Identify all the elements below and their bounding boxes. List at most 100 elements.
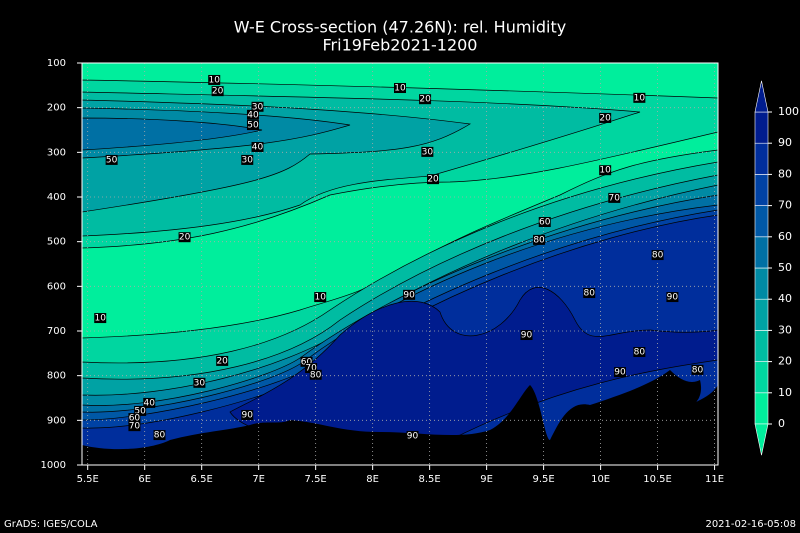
contour-label: 40 (247, 110, 259, 120)
footer-right: 2021-02-16-05:08 (705, 519, 796, 530)
colorbar-label: 10 (778, 386, 792, 399)
x-tick-label: 6E (138, 474, 151, 485)
y-tick-label: 400 (47, 192, 66, 203)
contour-label-box (246, 120, 259, 131)
contour-label-box (241, 409, 254, 420)
x-tick-label: 7.5E (305, 474, 327, 485)
contour-label: 70 (609, 193, 621, 203)
contour-label-box (651, 250, 664, 261)
contour-label-box (105, 154, 118, 165)
contour-label: 10 (634, 93, 646, 103)
contour-label-box (533, 234, 546, 245)
x-tick-label: 8E (366, 474, 379, 485)
colorbar-box (754, 142, 769, 175)
contour-label-box (608, 192, 621, 203)
colorbar-box (754, 174, 769, 206)
contour-label: 20 (212, 87, 224, 97)
contour-label: 80 (634, 347, 646, 357)
y-tick-label: 1000 (41, 460, 66, 471)
contour-label: 90 (521, 331, 533, 341)
colorbar-label: 60 (778, 230, 792, 243)
contour-label-box (143, 397, 156, 408)
colorbar-box (754, 267, 769, 300)
contour-label-box (421, 146, 434, 157)
contour-label-box (406, 430, 419, 441)
colorbar-label: 30 (778, 323, 792, 336)
contour-label: 90 (667, 293, 679, 303)
colorbar-label: 90 (778, 136, 792, 149)
contour-label: 80 (652, 251, 664, 261)
y-tick-label: 800 (47, 371, 66, 382)
contour-label-box (246, 109, 259, 120)
grid (82, 62, 718, 466)
contour-label: 80 (154, 431, 166, 441)
colorbar-label: 0 (778, 417, 785, 430)
colorbar-label: 40 (778, 292, 792, 305)
contour-label: 30 (242, 155, 254, 165)
colorbar-label: 50 (778, 261, 792, 274)
contour-label: 60 (129, 414, 141, 424)
colorbar-label: 100 (778, 105, 799, 118)
contour-label: 80 (692, 365, 704, 375)
colorbar-box (754, 392, 769, 425)
contour-label-box (691, 364, 704, 375)
contour-label: 70 (305, 364, 317, 374)
contour-label: 30 (252, 102, 264, 112)
contour-label: 60 (539, 218, 551, 228)
contour-label: 40 (144, 398, 156, 408)
x-tick-label: 6.5E (191, 474, 213, 485)
contour-label: 80 (310, 370, 322, 380)
contour-label-box (241, 154, 254, 165)
contour-label: 50 (134, 406, 146, 416)
contour-label-box (666, 292, 679, 303)
contour-label-box (128, 413, 141, 424)
contour-label-box (251, 141, 264, 152)
contour-label-box (633, 92, 646, 103)
y-tick-label: 500 (47, 237, 66, 248)
contour-label-box (305, 363, 318, 374)
contour-label-box (613, 367, 626, 378)
contour-label: 90 (407, 431, 419, 441)
colorbar-bottom (754, 423, 769, 456)
contour-label: 10 (394, 84, 406, 94)
contour-label-box (403, 289, 416, 300)
contour-label-box (134, 405, 147, 416)
colorbar-label: 70 (778, 199, 792, 212)
contour-label-box (178, 232, 191, 243)
contour-label: 10 (314, 293, 326, 303)
contour-label-box (520, 330, 533, 341)
contour-label-box (211, 86, 224, 97)
plot-frame (81, 62, 719, 466)
contour-label: 10 (95, 314, 107, 324)
contour-label: 20 (427, 175, 439, 185)
contour-label: 10 (599, 166, 611, 176)
contour-label: 40 (252, 142, 264, 152)
contour-label: 30 (194, 378, 206, 388)
x-tick-label: 11E (705, 474, 724, 485)
colorbar-box (754, 298, 769, 331)
contour-label-box (193, 377, 206, 388)
contour-band (82, 117, 263, 151)
chart-title: W-E Cross-section (47.26N): rel. Humidit… (234, 18, 566, 37)
contour-label: 70 (129, 422, 141, 432)
contour-label: 90 (403, 290, 415, 300)
contour-label: 20 (419, 95, 431, 105)
contour-label-box (94, 313, 107, 324)
contour-label-box (538, 217, 551, 228)
colorbar-box (754, 330, 769, 362)
plot-area (82, 63, 718, 465)
contour-band (82, 131, 718, 339)
colorbar-label: 80 (778, 167, 792, 180)
contour-label: 50 (106, 155, 118, 165)
contour-label-box (251, 101, 264, 112)
colorbar-box (754, 111, 769, 144)
terrain (82, 370, 718, 465)
contour-label-box (599, 112, 612, 123)
contour-label-box (309, 369, 322, 380)
contour-label-box (419, 94, 432, 105)
contour-label: 90 (242, 410, 254, 420)
y-tick-label: 300 (47, 147, 66, 158)
contour-label-box (300, 356, 313, 367)
x-tick-label: 10.5E (643, 474, 672, 485)
